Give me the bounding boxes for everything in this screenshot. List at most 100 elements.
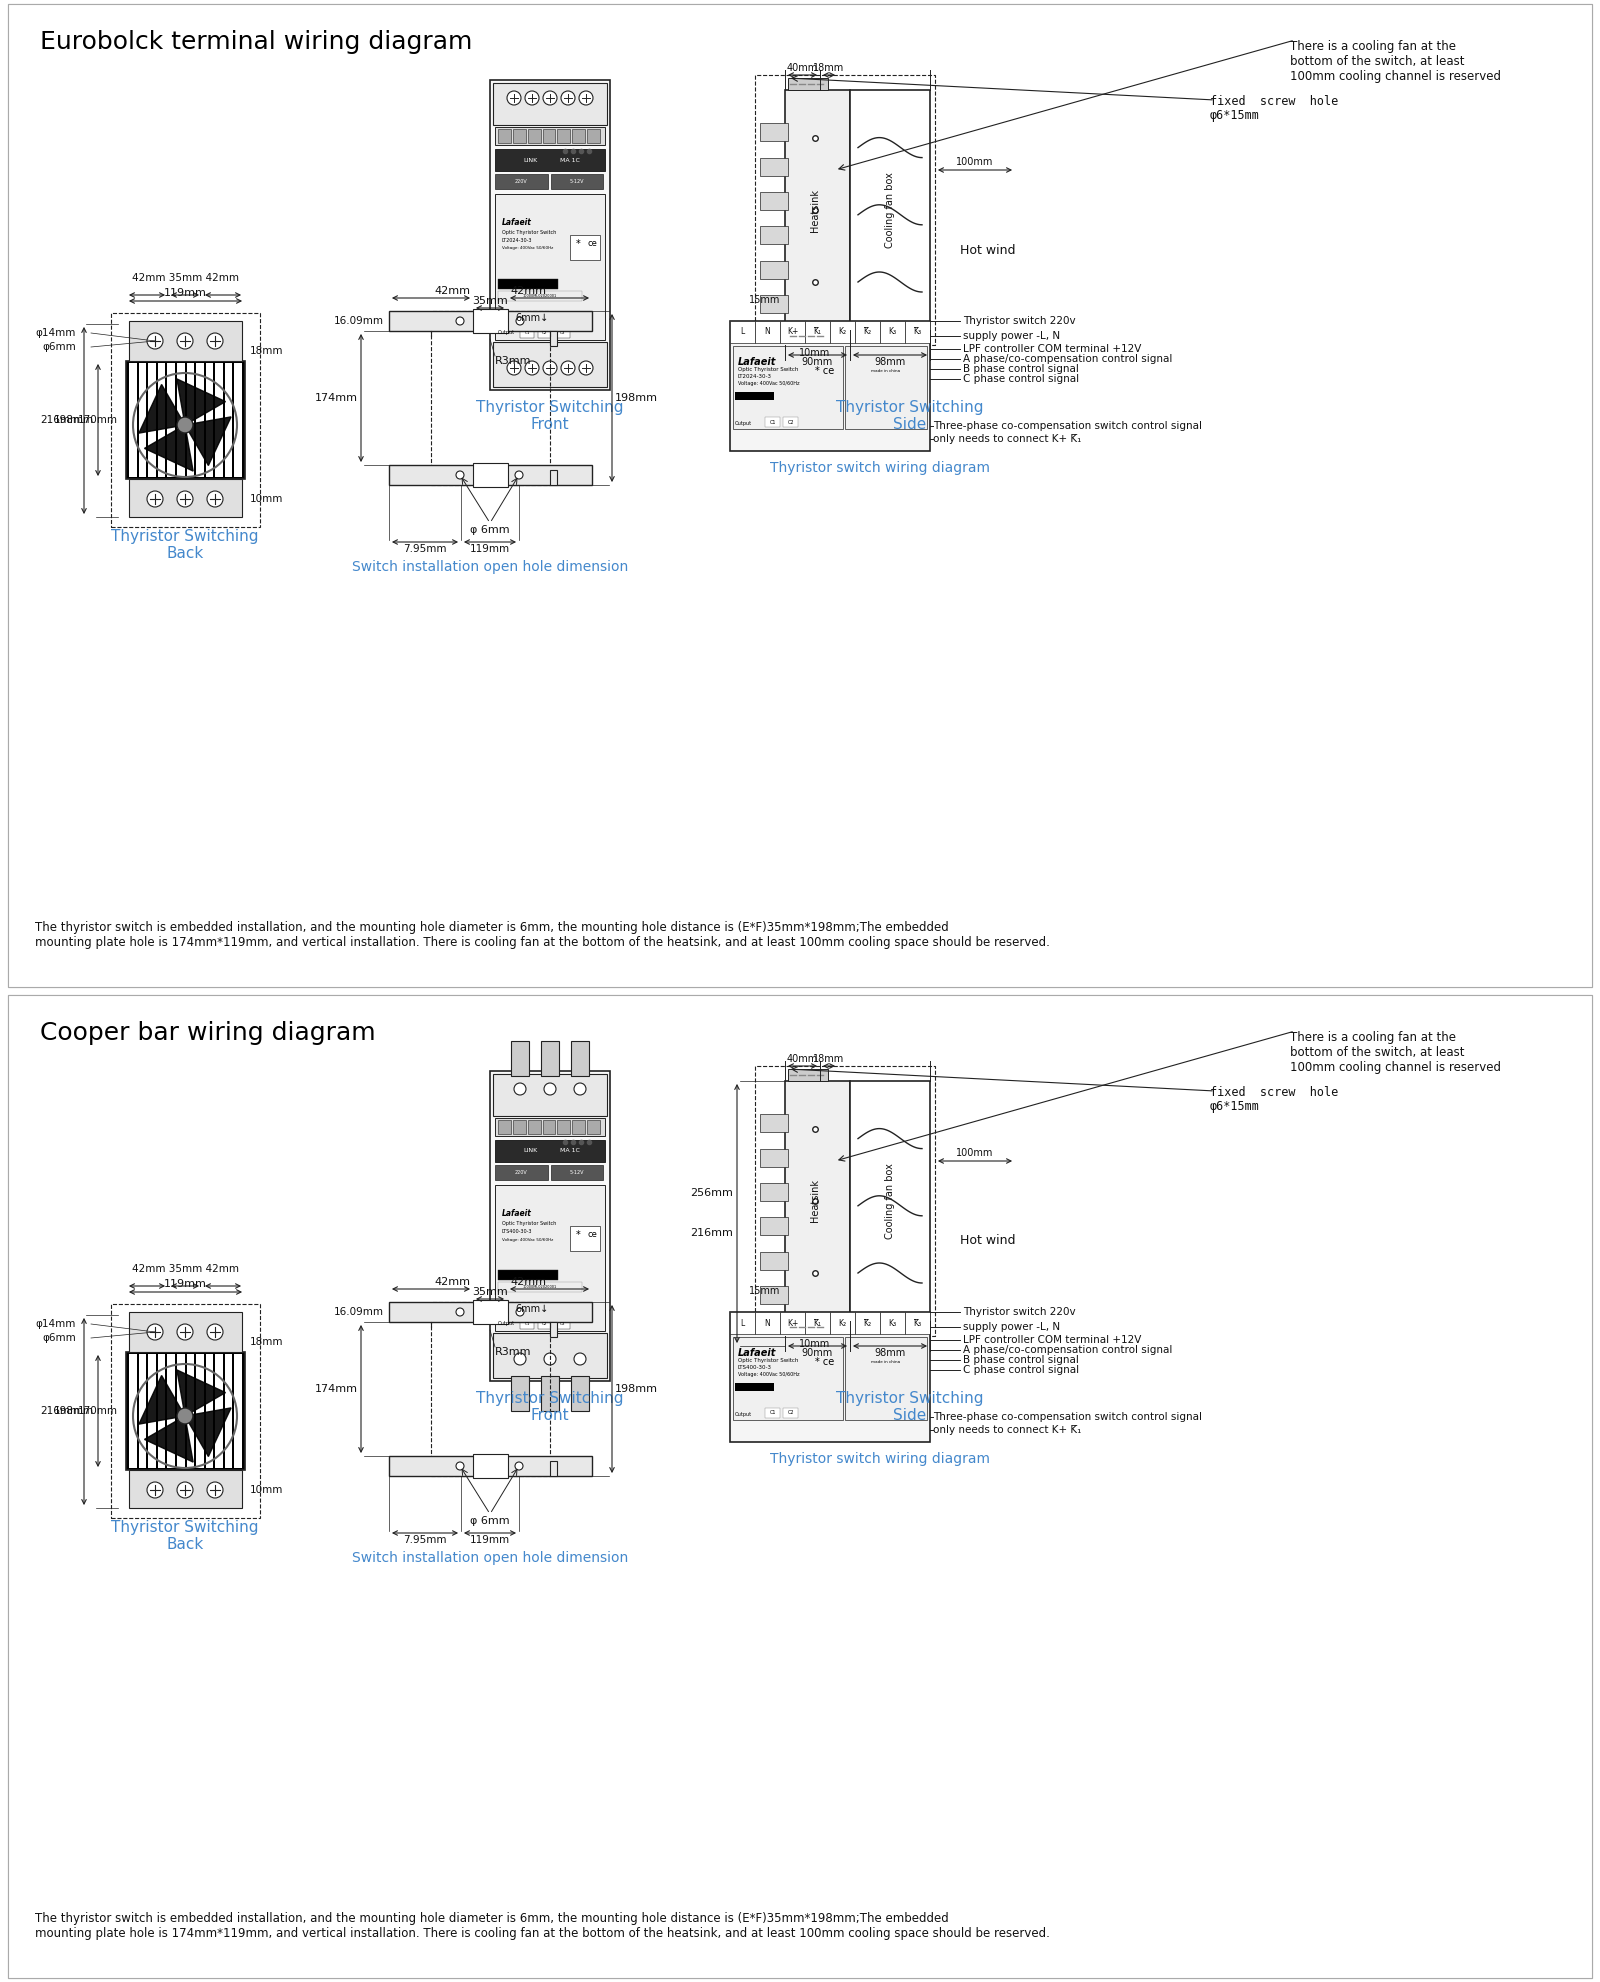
Text: Cooling fan box: Cooling fan box — [885, 1163, 894, 1239]
Text: Thyristor Switching: Thyristor Switching — [837, 400, 984, 414]
Text: C1: C1 — [770, 1411, 776, 1415]
Text: 7.95mm: 7.95mm — [403, 543, 446, 555]
Bar — [760, 1150, 787, 1167]
Text: Thyristor switch wiring diagram: Thyristor switch wiring diagram — [770, 462, 990, 476]
Bar — [110, 1304, 259, 1518]
Bar — [498, 1120, 510, 1134]
Text: L: L — [741, 1318, 744, 1328]
Bar — [755, 75, 934, 345]
Bar — [130, 321, 242, 361]
Text: 119mm: 119mm — [470, 543, 510, 555]
Text: K̅₃: K̅₃ — [914, 327, 922, 337]
Bar — [498, 129, 510, 143]
Bar — [226, 1354, 232, 1469]
Text: LT2024-30-3: LT2024-30-3 — [502, 238, 533, 244]
Bar — [786, 1080, 850, 1320]
Bar — [733, 347, 843, 428]
Text: 198mm: 198mm — [614, 392, 658, 402]
Text: B phase control signal: B phase control signal — [963, 1356, 1078, 1366]
Text: Switch installation open hole dimension: Switch installation open hole dimension — [352, 561, 629, 575]
Bar — [760, 260, 787, 279]
Bar — [760, 1114, 787, 1132]
Text: Thyristor switch wiring diagram: Thyristor switch wiring diagram — [770, 1453, 990, 1467]
Text: 18mm: 18mm — [813, 1054, 845, 1064]
Text: 119mm: 119mm — [470, 1534, 510, 1546]
Polygon shape — [144, 1415, 194, 1463]
Bar — [571, 1041, 589, 1076]
Bar — [514, 129, 526, 143]
Circle shape — [515, 1463, 523, 1471]
Bar — [528, 129, 541, 143]
Text: * ce: * ce — [814, 367, 834, 377]
Text: K+: K+ — [787, 1318, 798, 1328]
Circle shape — [515, 472, 523, 480]
Bar — [734, 392, 773, 400]
Text: 42mm: 42mm — [510, 285, 546, 295]
Bar — [765, 416, 781, 426]
Text: φ6*15mm: φ6*15mm — [1210, 1100, 1259, 1114]
Text: There is a cooling fan at the
bottom of the switch, at least
100mm cooling chann: There is a cooling fan at the bottom of … — [1290, 40, 1501, 83]
Bar — [570, 234, 600, 260]
Bar — [573, 129, 586, 143]
Text: Side: Side — [893, 416, 926, 432]
Bar — [498, 1282, 582, 1292]
Bar — [587, 129, 600, 143]
Circle shape — [178, 333, 194, 349]
Bar — [830, 1312, 854, 1334]
Bar — [550, 174, 603, 188]
Bar — [787, 1320, 829, 1334]
Text: Back: Back — [166, 1536, 203, 1552]
Text: K̅₁: K̅₁ — [813, 1318, 821, 1328]
Text: 5-12V: 5-12V — [570, 1169, 584, 1175]
Text: ce: ce — [587, 240, 597, 248]
Bar — [158, 1354, 165, 1469]
Bar — [557, 129, 570, 143]
Bar — [845, 347, 926, 428]
Bar — [760, 192, 787, 210]
Bar — [755, 1312, 781, 1334]
Text: 42mm 35mm 42mm: 42mm 35mm 42mm — [131, 1265, 238, 1274]
Bar — [494, 1140, 605, 1161]
Bar — [216, 1354, 222, 1469]
Bar — [550, 1461, 557, 1477]
Polygon shape — [186, 1407, 230, 1457]
Circle shape — [542, 361, 557, 375]
Circle shape — [147, 492, 163, 507]
Text: C phase control signal: C phase control signal — [963, 375, 1078, 385]
Text: LT2024-30-3: LT2024-30-3 — [738, 375, 771, 379]
Text: 40mm: 40mm — [787, 1054, 818, 1064]
Text: 216mm: 216mm — [40, 1405, 80, 1415]
Text: 35mm: 35mm — [472, 295, 507, 305]
Bar — [538, 327, 552, 339]
Text: Cooling fan box: Cooling fan box — [885, 172, 894, 248]
Bar — [235, 1354, 242, 1469]
Text: LINK: LINK — [523, 1148, 538, 1154]
Bar — [494, 1118, 605, 1136]
Text: The thyristor switch is embedded installation, and the mounting hole diameter is: The thyristor switch is embedded install… — [35, 1913, 1050, 1940]
Text: Lafaeit: Lafaeit — [502, 218, 531, 228]
Text: Output: Output — [734, 1411, 752, 1417]
Text: K₃: K₃ — [888, 1318, 896, 1328]
Bar — [8, 4, 1592, 987]
Text: Heatsink: Heatsink — [810, 188, 819, 232]
Bar — [235, 363, 242, 478]
Bar — [498, 279, 558, 289]
Bar — [782, 1407, 798, 1417]
Circle shape — [562, 91, 574, 105]
Bar — [389, 1302, 592, 1322]
Bar — [498, 1270, 558, 1280]
Bar — [178, 363, 184, 478]
Text: 42mm: 42mm — [510, 1276, 546, 1286]
Text: 98mm: 98mm — [874, 1348, 906, 1358]
Bar — [845, 1338, 926, 1419]
Bar — [8, 995, 1592, 1978]
Text: *: * — [576, 238, 581, 248]
Text: Front: Front — [531, 416, 570, 432]
Text: Output: Output — [734, 420, 752, 426]
Text: Voltage: 400Vac 50/60Hz: Voltage: 400Vac 50/60Hz — [502, 1237, 554, 1241]
Bar — [782, 416, 798, 426]
Bar — [493, 1334, 606, 1377]
Text: 170mm: 170mm — [78, 1405, 118, 1415]
Text: N: N — [765, 1318, 770, 1328]
Text: C2: C2 — [542, 331, 547, 335]
